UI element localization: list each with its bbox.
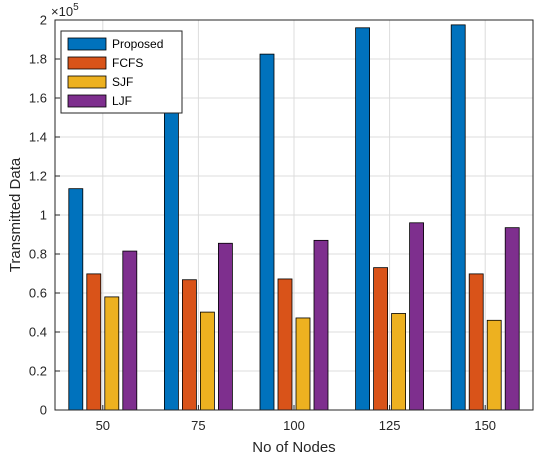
legend-label-proposed: Proposed	[112, 37, 163, 51]
bar-fcfs-125	[373, 267, 389, 411]
x-tick-label: 100	[283, 418, 305, 433]
y-tick-label: 0	[40, 403, 47, 418]
y-tick-label: 1.4	[29, 130, 47, 145]
bar-proposed-150	[450, 24, 466, 411]
y-axis-exponent-base: ×10	[51, 4, 73, 19]
x-tick-label: 125	[379, 418, 401, 433]
bar-fcfs-75	[181, 279, 197, 411]
y-tick-label: 0.8	[29, 247, 47, 262]
y-axis-label: Transmitted Data	[7, 157, 24, 272]
bar-fcfs-50	[86, 273, 102, 411]
bar-ljf-125	[409, 222, 425, 411]
y-tick-label: 0.6	[29, 286, 47, 301]
y-tick-label: 1.8	[29, 52, 47, 67]
y-tick-label: 2	[40, 13, 47, 28]
bar-fcfs-100	[277, 278, 293, 411]
bar-sjf-50	[104, 296, 120, 411]
legend-swatch-proposed	[67, 37, 107, 51]
legend-swatch-ljf	[67, 94, 107, 108]
bar-ljf-150	[504, 227, 520, 411]
y-axis-ticks: 0 0.2 0.4 0.6 0.8 1 1.2 1.4 1.6 1.8 2	[29, 13, 60, 418]
legend-swatch-fcfs	[67, 56, 107, 70]
y-tick-label: 0.2	[29, 364, 47, 379]
bar-sjf-75	[199, 311, 215, 411]
y-tick-label: 1	[40, 208, 47, 223]
legend-label-ljf: LJF	[112, 94, 132, 108]
y-tick-label: 1.2	[29, 169, 47, 184]
y-axis-exponent: ×105	[51, 2, 79, 19]
x-axis-label: No of Nodes	[252, 439, 335, 456]
bar-sjf-100	[295, 317, 311, 411]
bar-proposed-100	[259, 53, 275, 411]
bar-fcfs-150	[468, 273, 484, 411]
bar-proposed-125	[355, 27, 371, 411]
bar-ljf-75	[217, 242, 233, 411]
x-tick-label: 50	[96, 418, 110, 433]
bar-ljf-50	[122, 250, 138, 411]
bar-sjf-150	[486, 319, 502, 411]
y-tick-label: 1.6	[29, 91, 47, 106]
bar-proposed-50	[68, 188, 84, 411]
legend-label-fcfs: FCFS	[112, 56, 143, 70]
legend: Proposed FCFS SJF LJF	[60, 30, 183, 114]
legend-label-sjf: SJF	[112, 75, 133, 89]
bar-ljf-100	[313, 239, 329, 411]
x-tick-label: 150	[474, 418, 496, 433]
legend-swatch-sjf	[67, 75, 107, 89]
y-tick-label: 0.4	[29, 325, 47, 340]
x-axis-ticks: 50 75 100 125 150	[96, 405, 496, 433]
x-tick-label: 75	[191, 418, 205, 433]
bar-sjf-125	[391, 313, 407, 411]
bar-proposed-75	[163, 106, 179, 411]
y-axis-exponent-power: 5	[73, 2, 79, 13]
bars	[68, 24, 520, 411]
